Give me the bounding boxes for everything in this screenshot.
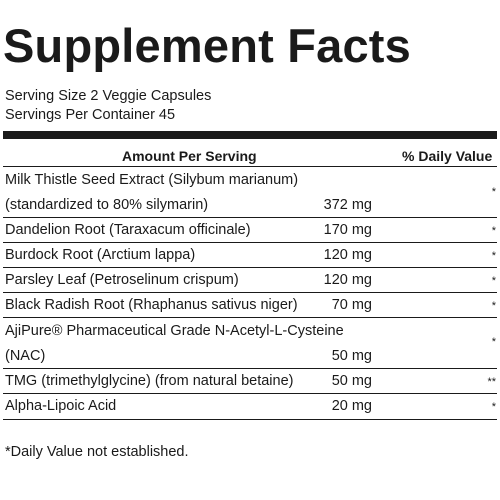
ingredient-name: Burdock Root (Arctium lappa) (5, 247, 196, 263)
row-divider (3, 242, 497, 243)
row-divider (3, 217, 497, 218)
ingredient-name: Black Radish Root (Rhaphanus sativus nig… (5, 297, 298, 313)
row-divider (3, 393, 497, 394)
ingredient-daily-value: * (491, 225, 496, 237)
servings-per-container: Servings Per Container 45 (5, 107, 176, 123)
ingredient-name: Alpha-Lipoic Acid (5, 398, 117, 414)
ingredient-amount: 70 mg (331, 297, 372, 313)
ingredient-amount: 50 mg (331, 373, 372, 389)
ingredient-daily-value: * (491, 401, 496, 413)
row-divider (3, 267, 497, 268)
ingredient-name: Dandelion Root (Taraxacum officinale) (5, 222, 251, 238)
ingredient-name: Milk Thistle Seed Extract (Silybum maria… (5, 172, 299, 188)
daily-value-header: % Daily Value (402, 148, 493, 164)
bottom-divider (3, 419, 497, 420)
ingredient-amount: 120 mg (323, 272, 372, 288)
ingredient-daily-value: * (491, 275, 496, 287)
ingredient-name-cont: (standardized to 80% silymarin) (5, 197, 209, 213)
footnote: *Daily Value not established. (5, 444, 189, 460)
ingredient-name: TMG (trimethylglycine) (from natural bet… (5, 373, 294, 389)
row-divider (3, 292, 497, 293)
ingredient-amount: 372 mg (323, 197, 372, 213)
ingredient-daily-value: ** (487, 376, 496, 388)
ingredient-amount: 20 mg (331, 398, 372, 414)
ingredient-amount: 50 mg (331, 348, 372, 364)
ingredient-daily-value: * (491, 250, 496, 262)
thick-divider (3, 131, 497, 139)
ingredient-daily-value: * (491, 186, 496, 198)
ingredient-daily-value: * (491, 336, 496, 348)
ingredient-name: AjiPure® Pharmaceutical Grade N-Acetyl-L… (5, 323, 344, 339)
amount-per-serving-header: Amount Per Serving (122, 148, 257, 164)
header-divider (3, 166, 497, 167)
ingredient-amount: 170 mg (323, 222, 372, 238)
panel-title: Supplement Facts (3, 19, 412, 72)
ingredient-name: Parsley Leaf (Petroselinum crispum) (5, 272, 239, 288)
row-divider (3, 368, 497, 369)
row-divider (3, 317, 497, 318)
ingredient-name-cont: (NAC) (5, 348, 46, 364)
ingredient-daily-value: * (491, 300, 496, 312)
ingredient-amount: 120 mg (323, 247, 372, 263)
serving-size: Serving Size 2 Veggie Capsules (5, 88, 212, 104)
